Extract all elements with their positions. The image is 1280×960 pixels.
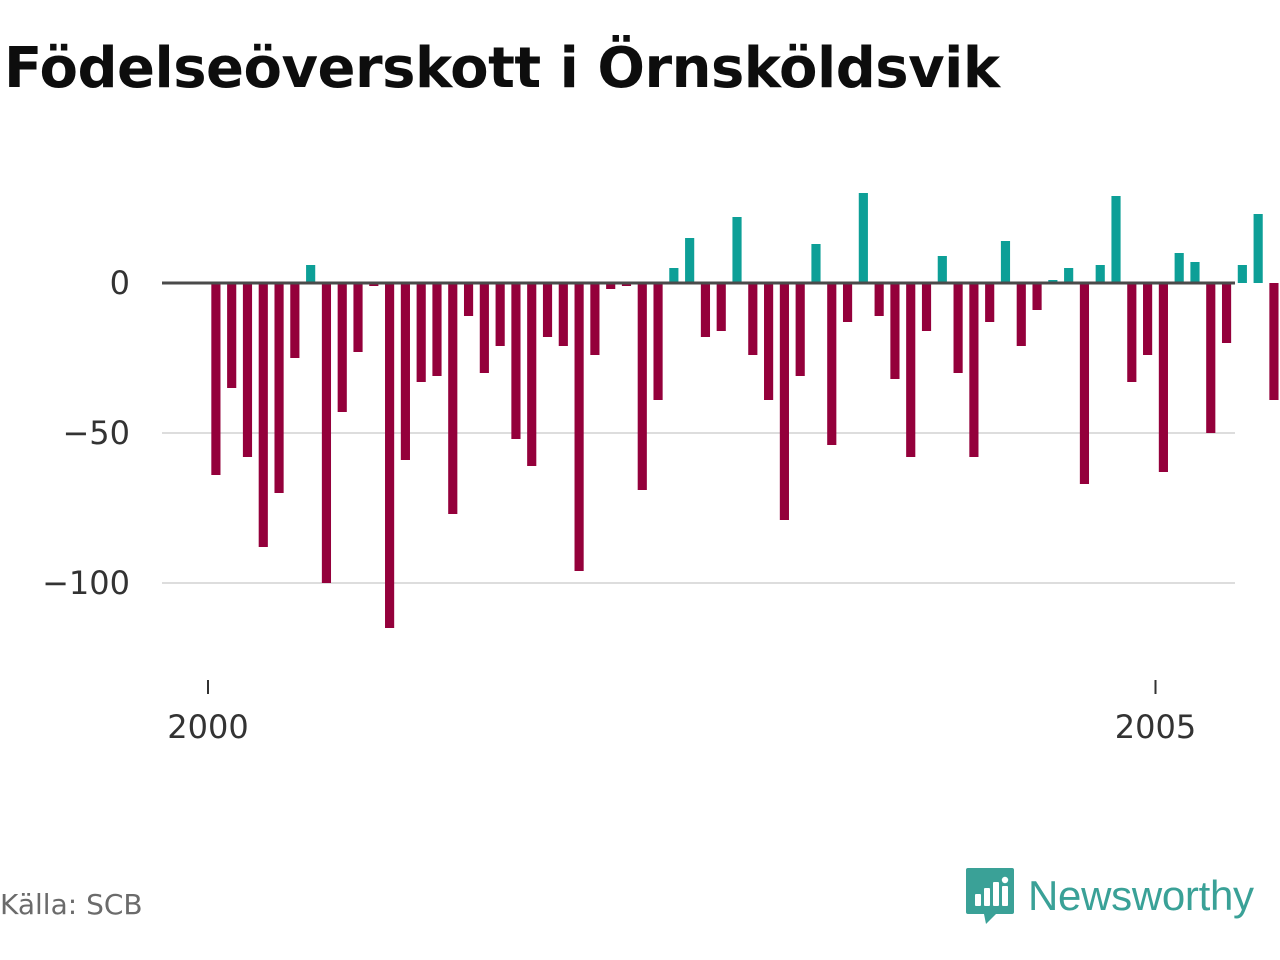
y-tick-label: 0	[110, 264, 130, 302]
bar	[448, 283, 458, 514]
bar	[985, 283, 995, 322]
y-tick-label: −50	[62, 414, 130, 452]
gridlines	[162, 432, 1235, 584]
bar	[1000, 241, 1011, 283]
bar	[1064, 268, 1074, 283]
bar	[1174, 253, 1184, 283]
bar	[937, 256, 947, 283]
bar	[1127, 283, 1137, 382]
bar	[574, 283, 584, 571]
bar	[337, 283, 347, 412]
bar	[748, 283, 758, 355]
bar	[385, 283, 395, 628]
bar	[321, 283, 332, 583]
bar	[874, 283, 884, 316]
bar	[258, 283, 268, 547]
bar	[306, 265, 316, 283]
newsworthy-brand[interactable]: Newsworthy	[964, 864, 1254, 928]
y-tick-label: −100	[42, 564, 130, 602]
bar	[1206, 283, 1216, 433]
bar	[1253, 214, 1263, 283]
bar	[606, 283, 616, 289]
bar	[669, 268, 679, 283]
bar	[779, 283, 789, 520]
bar	[1095, 265, 1105, 283]
bar	[211, 283, 221, 475]
bar	[527, 283, 537, 466]
axes: 0−50−100200020052010201520202025	[42, 264, 1235, 746]
bars	[211, 193, 1279, 628]
x-tick-label: 2005	[1115, 708, 1196, 746]
bar	[842, 283, 853, 322]
bar	[511, 283, 521, 439]
bar	[274, 283, 284, 493]
chart-title: Födelseöverskott i Örnsköldsvik	[4, 36, 1000, 101]
bar	[811, 244, 821, 283]
bar	[463, 283, 474, 316]
source-note: Källa: SCB	[0, 888, 143, 921]
bar	[432, 283, 442, 376]
bar	[637, 283, 647, 490]
bar	[542, 283, 553, 337]
bar	[732, 217, 742, 283]
bar	[227, 283, 237, 388]
bar	[700, 283, 711, 337]
bar	[1269, 283, 1279, 400]
brand-name[interactable]: Newsworthy	[1028, 872, 1254, 919]
bar	[890, 283, 900, 379]
bar	[416, 283, 426, 382]
bar	[1158, 283, 1168, 472]
bar	[685, 238, 695, 283]
bar	[590, 283, 600, 355]
bar	[479, 283, 489, 373]
bar	[1237, 265, 1247, 283]
bar	[858, 193, 868, 283]
x-tick-label: 2000	[167, 708, 248, 746]
bar	[1190, 262, 1200, 283]
bar	[353, 283, 363, 352]
bar	[1221, 283, 1232, 343]
newsworthy-logo-icon	[966, 868, 1014, 924]
bar	[495, 283, 505, 346]
bar	[716, 283, 726, 331]
bar	[290, 283, 300, 358]
bar	[558, 283, 568, 346]
bar	[795, 283, 805, 376]
bar	[1032, 283, 1042, 310]
bar	[969, 283, 979, 457]
bar	[1079, 283, 1090, 484]
bar	[400, 283, 410, 460]
bar	[764, 283, 774, 400]
bar	[906, 283, 916, 457]
bar	[921, 283, 932, 331]
bar	[1016, 283, 1026, 346]
bar	[827, 283, 837, 445]
bar	[242, 283, 253, 457]
bar	[1111, 196, 1121, 283]
bar	[653, 283, 663, 400]
bar	[953, 283, 963, 373]
bar	[1143, 283, 1153, 355]
